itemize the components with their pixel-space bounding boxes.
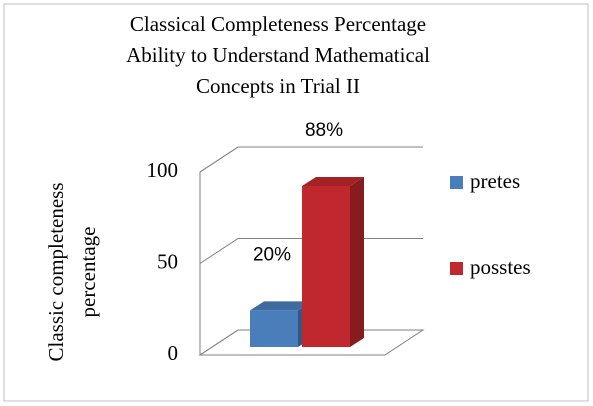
chart-title: Concepts in Trial II <box>196 74 360 98</box>
grid-line <box>199 146 423 173</box>
legend-swatch <box>450 262 463 275</box>
y-axis-label: Classic completeness <box>44 182 68 361</box>
bar <box>302 185 350 347</box>
data-label: 20% <box>253 244 291 265</box>
chart-title: Classical Completeness Percentage <box>130 12 426 36</box>
chart-title: Ability to Understand Mathematical <box>126 43 430 67</box>
y-tick-label: 0 <box>168 341 179 365</box>
legend-swatch <box>450 176 463 189</box>
legend-label: pretes <box>470 169 520 193</box>
y-tick-label: 100 <box>147 158 179 182</box>
bar-side <box>350 176 364 347</box>
legend-label: posstes <box>470 255 531 279</box>
y-axis-label: percentage <box>76 227 100 318</box>
bar-top <box>302 176 364 186</box>
data-label: 88% <box>305 120 343 141</box>
bar-top <box>250 301 312 311</box>
bar <box>250 310 298 347</box>
y-tick-label: 50 <box>157 249 178 273</box>
